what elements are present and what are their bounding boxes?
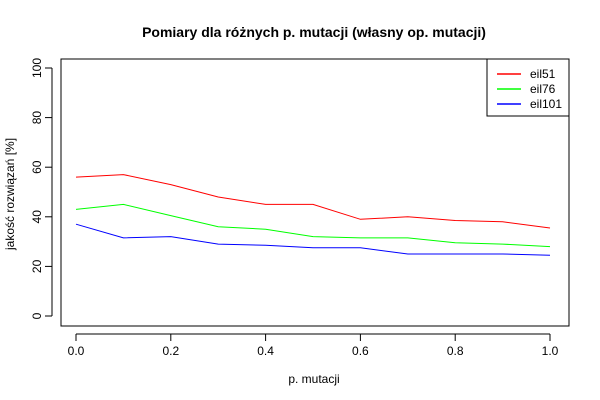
x-tick-label: 0.6 xyxy=(352,344,369,358)
x-tick-label: 0.0 xyxy=(68,344,85,358)
legend-label: eil76 xyxy=(530,82,556,96)
x-tick-label: 0.4 xyxy=(257,344,274,358)
y-tick-label: 60 xyxy=(30,160,44,174)
x-tick-label: 0.2 xyxy=(162,344,179,358)
x-tick-label: 0.8 xyxy=(447,344,464,358)
x-tick-label: 1.0 xyxy=(542,344,559,358)
y-axis-label: jakość rozwiązań [%] xyxy=(3,138,17,251)
legend-label: eil51 xyxy=(530,67,556,81)
chart-title: Pomiary dla różnych p. mutacji (własny o… xyxy=(142,24,486,40)
series-line-eil51 xyxy=(75,174,551,229)
y-tick-label: 0 xyxy=(30,312,44,319)
series-lines xyxy=(75,174,551,256)
series-line-eil101 xyxy=(75,223,551,256)
plot-box xyxy=(60,58,570,327)
legend-box xyxy=(486,58,570,117)
legend-label: eil101 xyxy=(530,97,562,111)
series-line-eil76 xyxy=(75,203,551,248)
y-tick-label: 100 xyxy=(30,58,44,78)
x-axis-label: p. mutacji xyxy=(288,372,339,386)
y-tick-label: 20 xyxy=(30,259,44,273)
y-tick-label: 80 xyxy=(30,111,44,125)
x-axis: 0.0 0.2 0.4 0.6 0.8 1.0 xyxy=(68,333,559,358)
y-tick-label: 40 xyxy=(30,210,44,224)
y-axis: 0 20 40 60 80 100 xyxy=(30,58,53,319)
